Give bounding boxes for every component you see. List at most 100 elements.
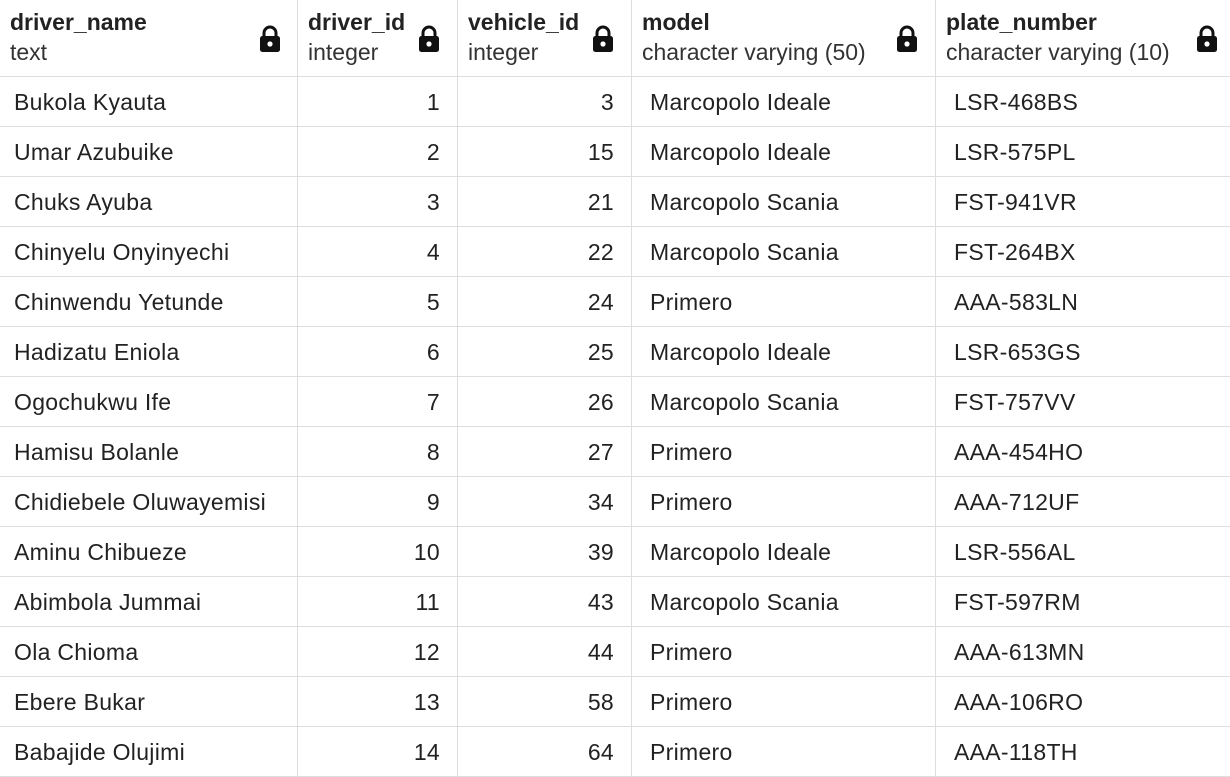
column-type: text: [10, 39, 48, 65]
driver-name-cell[interactable]: Umar Azubuike: [0, 127, 298, 176]
model-cell[interactable]: Marcopolo Ideale: [632, 127, 936, 176]
plate-number-cell[interactable]: AAA-106RO: [954, 689, 1084, 715]
model-cell[interactable]: Primero: [632, 277, 936, 326]
plate-number-cell[interactable]: AAA-583LN: [954, 289, 1079, 315]
table-row[interactable]: Bukola Kyauta 1 3 Marcopolo Ideale LSR-4…: [0, 77, 1230, 127]
driver-name-cell[interactable]: Bukola Kyauta: [0, 77, 298, 126]
vehicle-id-cell[interactable]: 43: [458, 577, 632, 626]
driver-id-cell[interactable]: 3: [298, 177, 458, 226]
table-row[interactable]: Ola Chioma 12 44 Primero AAA-613MN: [0, 627, 1230, 677]
plate-number-cell[interactable]: LSR-468BS: [954, 89, 1079, 115]
vehicle-id-cell[interactable]: 22: [458, 227, 632, 276]
column-name: model: [642, 9, 710, 35]
model-cell[interactable]: Marcopolo Scania: [632, 177, 936, 226]
plate-number-cell[interactable]: AAA-712UF: [954, 489, 1080, 515]
driver-id-cell[interactable]: 9: [298, 477, 458, 526]
column-header-driver-name[interactable]: driver_name text: [0, 0, 298, 76]
plate-number-cell[interactable]: FST-941VR: [954, 189, 1077, 215]
driver-id-cell[interactable]: 10: [298, 527, 458, 576]
model-cell[interactable]: Primero: [632, 427, 936, 476]
vehicle-id-cell[interactable]: 58: [458, 677, 632, 726]
vehicle-id-cell[interactable]: 25: [458, 327, 632, 376]
plate-number-cell[interactable]: LSR-653GS: [954, 339, 1081, 365]
vehicle-id-cell[interactable]: 15: [458, 127, 632, 176]
driver-name-cell[interactable]: Chuks Ayuba: [0, 177, 298, 226]
driver-name-cell[interactable]: Ebere Bukar: [0, 677, 298, 726]
driver-name-cell[interactable]: Hadizatu Eniola: [0, 327, 298, 376]
driver-name-cell[interactable]: Hamisu Bolanle: [0, 427, 298, 476]
plate-number-cell[interactable]: AAA-454HO: [954, 439, 1084, 465]
driver-name-cell[interactable]: Babajide Olujimi: [0, 727, 298, 776]
driver-id-cell[interactable]: 13: [298, 677, 458, 726]
driver-id-cell[interactable]: 1: [298, 77, 458, 126]
vehicle-id-cell[interactable]: 34: [458, 477, 632, 526]
model-cell[interactable]: Marcopolo Ideale: [632, 527, 936, 576]
vehicle-id-cell[interactable]: 64: [458, 727, 632, 776]
plate-number-cell[interactable]: LSR-575PL: [954, 139, 1076, 165]
lock-icon: [593, 25, 613, 52]
plate-number-cell[interactable]: FST-597RM: [954, 589, 1081, 615]
column-header-plate-number[interactable]: plate_number character varying (10): [936, 0, 1230, 76]
column-type: integer: [308, 39, 379, 65]
driver-name-cell[interactable]: Ogochukwu Ife: [0, 377, 298, 426]
table-row[interactable]: Aminu Chibueze 10 39 Marcopolo Ideale LS…: [0, 527, 1230, 577]
model-cell[interactable]: Primero: [632, 477, 936, 526]
lock-icon: [419, 25, 439, 52]
plate-number-cell[interactable]: FST-264BX: [954, 239, 1076, 265]
vehicle-id-cell[interactable]: 26: [458, 377, 632, 426]
column-header-model[interactable]: model character varying (50): [632, 0, 936, 76]
model-cell[interactable]: Primero: [632, 727, 936, 776]
lock-icon: [260, 25, 280, 52]
driver-name-cell[interactable]: Abimbola Jummai: [0, 577, 298, 626]
column-header-driver-id[interactable]: driver_id integer: [298, 0, 458, 76]
table-row[interactable]: Chinyelu Onyinyechi 4 22 Marcopolo Scani…: [0, 227, 1230, 277]
model-cell[interactable]: Marcopolo Scania: [632, 577, 936, 626]
model-cell[interactable]: Marcopolo Scania: [632, 377, 936, 426]
table-row[interactable]: Chidiebele Oluwayemisi 9 34 Primero AAA-…: [0, 477, 1230, 527]
model-cell[interactable]: Primero: [632, 677, 936, 726]
driver-id-cell[interactable]: 11: [298, 577, 458, 626]
model-cell[interactable]: Marcopolo Ideale: [632, 77, 936, 126]
driver-id-cell[interactable]: 14: [298, 727, 458, 776]
driver-name-cell[interactable]: Chinyelu Onyinyechi: [0, 227, 298, 276]
driver-id-cell[interactable]: 8: [298, 427, 458, 476]
vehicle-id-cell[interactable]: 3: [458, 77, 632, 126]
column-name: vehicle_id: [468, 9, 580, 35]
table-row[interactable]: Hamisu Bolanle 8 27 Primero AAA-454HO: [0, 427, 1230, 477]
vehicle-id-cell[interactable]: 24: [458, 277, 632, 326]
table-row[interactable]: Abimbola Jummai 11 43 Marcopolo Scania F…: [0, 577, 1230, 627]
table-row[interactable]: Ebere Bukar 13 58 Primero AAA-106RO: [0, 677, 1230, 727]
table-row[interactable]: Hadizatu Eniola 6 25 Marcopolo Ideale LS…: [0, 327, 1230, 377]
column-type: character varying (50): [642, 39, 866, 65]
model-cell[interactable]: Marcopolo Scania: [632, 227, 936, 276]
table-row[interactable]: Babajide Olujimi 14 64 Primero AAA-118TH: [0, 727, 1230, 777]
table-row[interactable]: Chuks Ayuba 3 21 Marcopolo Scania FST-94…: [0, 177, 1230, 227]
plate-number-cell[interactable]: AAA-118TH: [954, 739, 1078, 765]
vehicle-id-cell[interactable]: 27: [458, 427, 632, 476]
table-row[interactable]: Umar Azubuike 2 15 Marcopolo Ideale LSR-…: [0, 127, 1230, 177]
plate-number-cell[interactable]: FST-757VV: [954, 389, 1076, 415]
driver-id-cell[interactable]: 12: [298, 627, 458, 676]
vehicle-id-cell[interactable]: 44: [458, 627, 632, 676]
vehicle-id-cell[interactable]: 21: [458, 177, 632, 226]
model-cell[interactable]: Marcopolo Ideale: [632, 327, 936, 376]
column-type: integer: [468, 39, 539, 65]
table-row[interactable]: Chinwendu Yetunde 5 24 Primero AAA-583LN: [0, 277, 1230, 327]
vehicle-id-cell[interactable]: 39: [458, 527, 632, 576]
plate-number-cell[interactable]: AAA-613MN: [954, 639, 1085, 665]
driver-name-cell[interactable]: Chinwendu Yetunde: [0, 277, 298, 326]
driver-id-cell[interactable]: 5: [298, 277, 458, 326]
driver-id-cell[interactable]: 6: [298, 327, 458, 376]
model-cell[interactable]: Primero: [632, 627, 936, 676]
column-header-vehicle-id[interactable]: vehicle_id integer: [458, 0, 632, 76]
plate-number-cell[interactable]: LSR-556AL: [954, 539, 1076, 565]
driver-id-cell[interactable]: 2: [298, 127, 458, 176]
driver-id-cell[interactable]: 7: [298, 377, 458, 426]
driver-id-cell[interactable]: 4: [298, 227, 458, 276]
driver-name-cell[interactable]: Ola Chioma: [0, 627, 298, 676]
column-name: driver_id: [308, 9, 406, 35]
driver-name-cell[interactable]: Aminu Chibueze: [0, 527, 298, 576]
table-row[interactable]: Ogochukwu Ife 7 26 Marcopolo Scania FST-…: [0, 377, 1230, 427]
driver-name-cell[interactable]: Chidiebele Oluwayemisi: [0, 477, 298, 526]
